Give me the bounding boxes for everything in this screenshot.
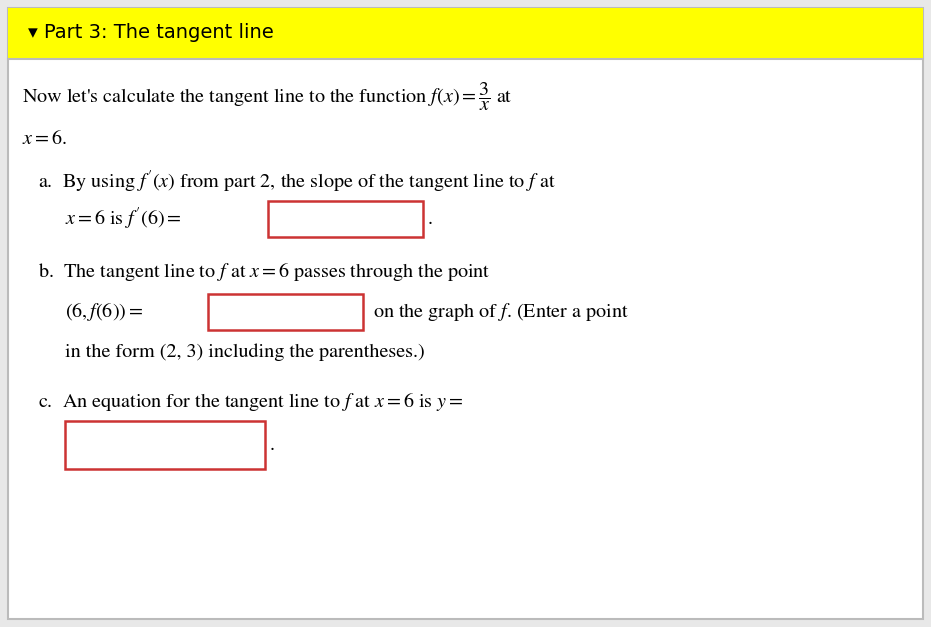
Text: $(6, f(6)) =$: $(6, f(6)) =$: [65, 301, 143, 323]
Text: Now let's calculate the tangent line to the function $f(x) = \dfrac{3}{x}$ at: Now let's calculate the tangent line to …: [22, 81, 513, 113]
FancyBboxPatch shape: [8, 8, 923, 619]
Text: on the graph of $f$. (Enter a point: on the graph of $f$. (Enter a point: [368, 301, 628, 323]
FancyBboxPatch shape: [208, 294, 363, 330]
Text: c.  An equation for the tangent line to $f$ at $x = 6$ is $y =$: c. An equation for the tangent line to $…: [38, 391, 464, 413]
Text: $x = 6.$: $x = 6.$: [22, 130, 67, 148]
Text: $x = 6$ is $f'(6) =$: $x = 6$ is $f'(6) =$: [65, 206, 182, 232]
Text: in the form (2, 3) including the parentheses.): in the form (2, 3) including the parenth…: [65, 343, 425, 361]
FancyBboxPatch shape: [65, 421, 265, 469]
Text: b.  The tangent line to $f$ at $x = 6$ passes through the point: b. The tangent line to $f$ at $x = 6$ pa…: [38, 261, 491, 283]
Text: ▾ Part 3: The tangent line: ▾ Part 3: The tangent line: [28, 23, 274, 43]
Text: .: .: [270, 436, 275, 453]
Text: a.  By using $f'(x)$ from part 2, the slope of the tangent line to $f$ at: a. By using $f'(x)$ from part 2, the slo…: [38, 169, 556, 195]
FancyBboxPatch shape: [268, 201, 423, 237]
FancyBboxPatch shape: [8, 8, 923, 59]
Text: .: .: [428, 211, 433, 228]
